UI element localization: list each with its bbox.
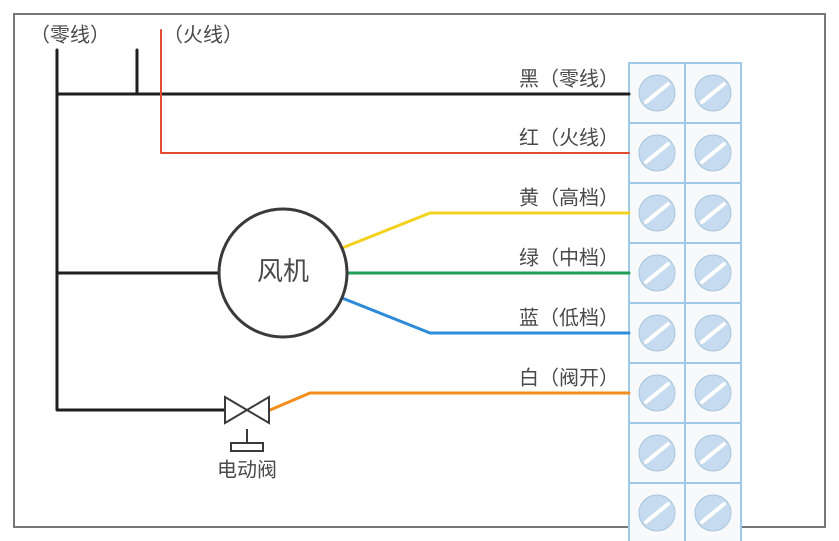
wire-label-white: 白（阀开）	[519, 366, 619, 389]
neutral-wire-branch	[57, 94, 224, 410]
wire-label-red: 红（火线）	[519, 126, 619, 149]
label-neutral-top: （零线）	[30, 24, 110, 47]
wire-label-black: 黑（零线）	[519, 67, 619, 90]
wire-label-blue: 蓝（低档）	[519, 306, 619, 329]
wire-label-yellow: 黄（高档）	[519, 186, 619, 209]
valve-label: 电动阀	[217, 458, 277, 481]
wire-yellow	[342, 213, 629, 248]
label-live-top: （火线）	[163, 24, 243, 47]
valve-icon	[225, 397, 269, 451]
fan-label: 风机	[257, 256, 309, 286]
wiring-diagram: （零线） （火线） 黑（零线） 红（火线） 黄（高档） 绿（中档） 蓝（低档） 白（阀开） 风机…	[0, 0, 839, 541]
wire-label-green: 绿（中档）	[519, 246, 619, 269]
wire-white	[270, 393, 629, 410]
terminal-block	[629, 63, 741, 541]
